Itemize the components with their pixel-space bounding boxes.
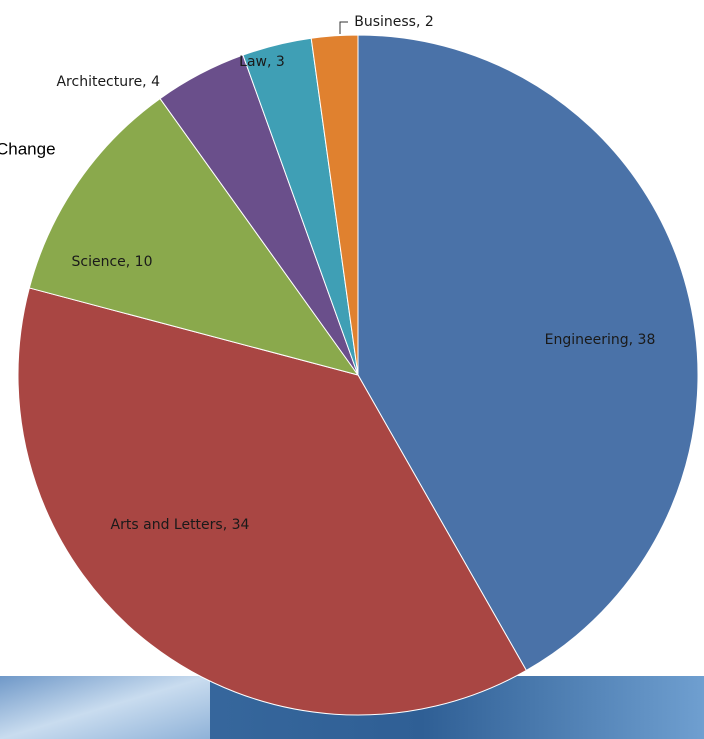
- data-label: Business, 2: [354, 14, 434, 30]
- pie-slice: [17, 287, 527, 716]
- fragment-text: Change: [0, 139, 56, 158]
- data-label: Engineering, 38: [545, 332, 656, 348]
- data-label: Science, 10: [72, 254, 153, 270]
- leader-line: [339, 21, 348, 34]
- pie-slice: [357, 34, 699, 672]
- data-label: Arts and Letters, 34: [111, 517, 250, 533]
- pie: [17, 34, 699, 716]
- data-label: Law, 3: [239, 54, 285, 70]
- pie-slice: [310, 34, 359, 376]
- pie-slice: [28, 97, 360, 376]
- data-label: Architecture, 4: [56, 74, 160, 90]
- footer-image: [0, 676, 210, 739]
